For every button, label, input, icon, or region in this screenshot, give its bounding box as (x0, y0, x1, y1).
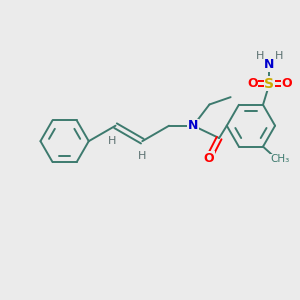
Text: O: O (281, 77, 292, 90)
Text: N: N (188, 119, 198, 132)
Text: O: O (247, 77, 258, 90)
Text: CH₃: CH₃ (270, 154, 290, 164)
Text: N: N (264, 58, 275, 71)
Text: H: H (256, 51, 264, 61)
Text: H: H (275, 51, 283, 61)
Text: H: H (138, 152, 146, 161)
Text: S: S (265, 76, 275, 91)
Text: O: O (203, 152, 214, 165)
Text: H: H (108, 136, 116, 146)
